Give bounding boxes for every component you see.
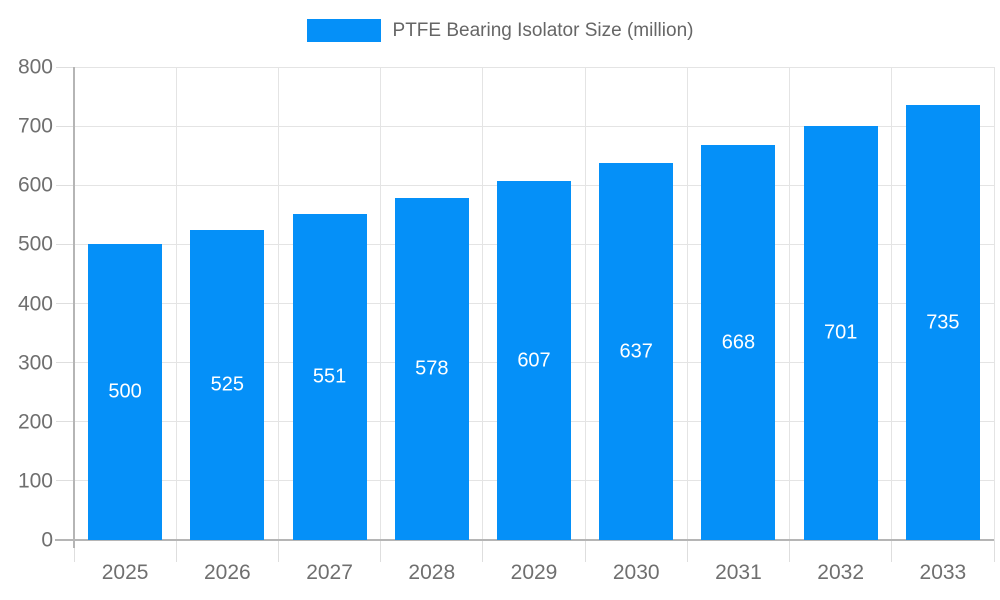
y-tick — [56, 125, 74, 127]
x-tick — [380, 540, 382, 562]
y-tick — [56, 66, 74, 68]
bar-value-label: 668 — [721, 331, 756, 354]
y-axis-tick-label: 0 — [41, 528, 53, 552]
x-tick — [686, 540, 688, 562]
y-axis-tick-label: 800 — [17, 55, 53, 79]
bar-2028[interactable] — [394, 198, 469, 540]
y-tick — [56, 184, 74, 186]
x-gridline — [380, 67, 382, 540]
bar-2029[interactable] — [497, 181, 571, 540]
bar-2026[interactable] — [190, 229, 265, 540]
x-tick — [993, 540, 995, 562]
y-gridline — [74, 125, 994, 127]
x-axis-tick-label: 2029 — [510, 561, 558, 584]
y-axis-tick-label: 100 — [17, 469, 53, 493]
x-axis-tick-label: 2032 — [817, 561, 865, 584]
bar-value-label: 637 — [619, 340, 653, 363]
x-gridline — [789, 67, 791, 540]
x-tick — [175, 540, 177, 562]
y-axis-tick-label: 400 — [17, 292, 53, 315]
y-axis-tick-label: 700 — [17, 114, 53, 138]
y-tick — [56, 421, 74, 423]
bar-value-label: 551 — [312, 365, 347, 388]
x-axis-tick-label: 2025 — [101, 561, 149, 584]
x-axis-tick-label: 2030 — [612, 561, 660, 584]
bar-2027[interactable] — [292, 214, 367, 540]
bar-2025[interactable] — [88, 244, 163, 540]
y-tick — [56, 243, 74, 245]
y-tick — [56, 303, 74, 304]
x-axis-line — [55, 539, 994, 541]
bar-2032[interactable] — [803, 125, 878, 540]
bar-2031[interactable] — [701, 145, 776, 540]
bar-2033[interactable] — [905, 105, 980, 540]
x-gridline — [277, 67, 279, 540]
x-axis-tick-label: 2026 — [203, 561, 251, 584]
y-axis-line — [73, 67, 75, 548]
x-gridline — [686, 67, 688, 540]
bar-value-label: 500 — [108, 380, 142, 403]
x-tick — [789, 540, 791, 562]
x-tick — [584, 540, 586, 562]
x-axis-tick-label: 2027 — [306, 561, 353, 584]
x-tick — [277, 540, 279, 562]
x-axis-tick-label: 2028 — [408, 561, 456, 584]
y-axis-tick-label: 200 — [17, 410, 53, 434]
bar-value-label: 578 — [415, 357, 449, 380]
y-axis-tick-label: 300 — [17, 351, 53, 375]
x-axis-tick-label: 2033 — [919, 561, 967, 584]
y-axis-tick-label: 600 — [17, 173, 53, 197]
y-tick — [56, 480, 74, 482]
x-gridline — [482, 67, 484, 540]
x-axis-tick-label: 2031 — [715, 561, 762, 584]
x-tick — [891, 540, 893, 562]
x-tick — [73, 540, 75, 562]
legend[interactable]: PTFE Bearing Isolator Size (million) — [0, 19, 1000, 42]
x-tick — [482, 540, 484, 562]
x-gridline — [584, 67, 586, 540]
y-tick — [56, 362, 74, 364]
legend-swatch — [306, 19, 381, 42]
bar-value-label: 701 — [823, 321, 858, 344]
bar-value-label: 735 — [926, 311, 960, 334]
x-gridline — [175, 67, 177, 540]
legend-label: PTFE Bearing Isolator Size (million) — [392, 19, 694, 41]
x-gridline — [891, 67, 893, 540]
bar-value-label: 525 — [210, 373, 245, 396]
y-axis-tick-label: 500 — [17, 232, 53, 256]
plot-area: 0 100 200 300 400 500 600 700 800 500 2025 525 2026 5… — [18, 57, 995, 583]
bar-value-label: 607 — [517, 349, 551, 372]
y-gridline — [74, 66, 994, 68]
bar-2030[interactable] — [599, 163, 674, 540]
x-gridline — [993, 67, 995, 540]
